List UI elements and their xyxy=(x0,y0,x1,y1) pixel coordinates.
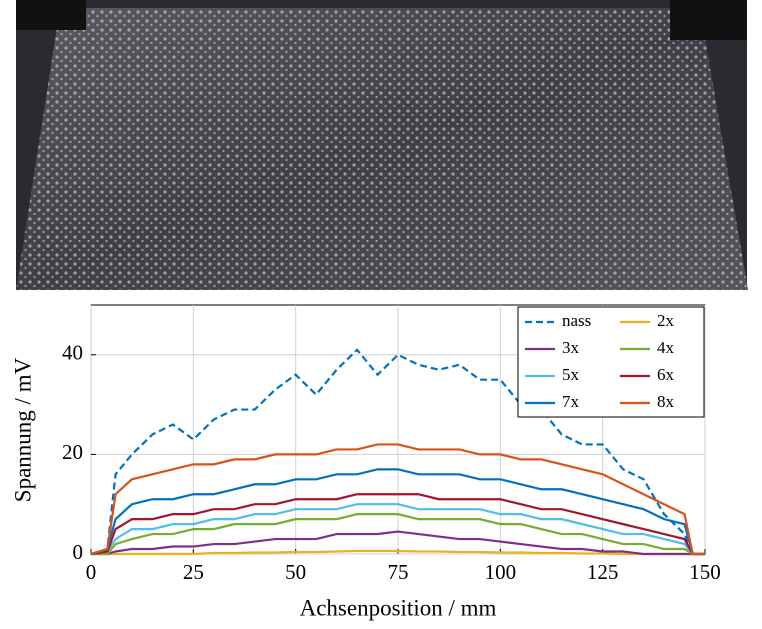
x-tick-label: 25 xyxy=(183,560,204,584)
legend-label: 3x xyxy=(562,338,580,357)
legend-label: nass xyxy=(562,311,591,330)
x-tick-label: 75 xyxy=(388,560,409,584)
x-tick-label: 50 xyxy=(285,560,306,584)
data-line xyxy=(90,493,705,556)
data-line xyxy=(90,468,705,556)
x-tick-label: 100 xyxy=(485,560,517,584)
legend-label: 6x xyxy=(657,365,675,384)
x-tick-label: 150 xyxy=(689,560,721,584)
photo xyxy=(16,0,748,290)
legend-box xyxy=(517,306,705,418)
legend-label: 2x xyxy=(657,311,675,330)
legend-label: 4x xyxy=(657,338,675,357)
data-line xyxy=(90,443,705,556)
y-axis-title: Spannung / mV xyxy=(10,357,35,502)
y-tick-label: 20 xyxy=(62,440,83,464)
data-line xyxy=(90,348,705,556)
x-tick-label: 0 xyxy=(86,560,97,584)
y-tick-label: 40 xyxy=(62,341,83,365)
legend-label: 8x xyxy=(657,392,675,411)
data-line xyxy=(91,549,705,556)
legend-label: 5x xyxy=(562,365,580,384)
legend-label: 7x xyxy=(562,392,580,411)
data-line xyxy=(91,530,705,556)
x-tick-label: 125 xyxy=(587,560,619,584)
y-tick-label: 0 xyxy=(73,540,84,564)
data-line xyxy=(91,513,705,556)
data-line xyxy=(90,503,705,556)
x-axis-title: Achsenposition / mm xyxy=(300,595,497,620)
